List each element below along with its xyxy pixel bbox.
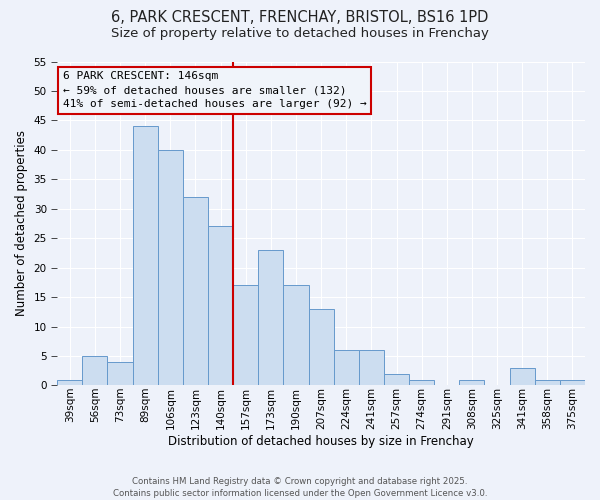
Bar bbox=[509, 368, 535, 386]
Bar bbox=[560, 380, 585, 386]
Bar bbox=[158, 150, 183, 386]
Bar bbox=[107, 362, 133, 386]
X-axis label: Distribution of detached houses by size in Frenchay: Distribution of detached houses by size … bbox=[168, 434, 474, 448]
Text: 6, PARK CRESCENT, FRENCHAY, BRISTOL, BS16 1PD: 6, PARK CRESCENT, FRENCHAY, BRISTOL, BS1… bbox=[112, 10, 488, 25]
Bar bbox=[409, 380, 434, 386]
Y-axis label: Number of detached properties: Number of detached properties bbox=[15, 130, 28, 316]
Bar bbox=[384, 374, 409, 386]
Bar bbox=[183, 197, 208, 386]
Text: 6 PARK CRESCENT: 146sqm
← 59% of detached houses are smaller (132)
41% of semi-d: 6 PARK CRESCENT: 146sqm ← 59% of detache… bbox=[62, 71, 366, 109]
Bar bbox=[308, 309, 334, 386]
Bar bbox=[133, 126, 158, 386]
Bar bbox=[535, 380, 560, 386]
Bar bbox=[359, 350, 384, 386]
Bar bbox=[233, 286, 258, 386]
Bar bbox=[208, 226, 233, 386]
Bar bbox=[283, 286, 308, 386]
Bar bbox=[460, 380, 484, 386]
Bar bbox=[334, 350, 359, 386]
Bar bbox=[258, 250, 283, 386]
Text: Contains HM Land Registry data © Crown copyright and database right 2025.
Contai: Contains HM Land Registry data © Crown c… bbox=[113, 476, 487, 498]
Bar bbox=[57, 380, 82, 386]
Text: Size of property relative to detached houses in Frenchay: Size of property relative to detached ho… bbox=[111, 28, 489, 40]
Bar bbox=[82, 356, 107, 386]
